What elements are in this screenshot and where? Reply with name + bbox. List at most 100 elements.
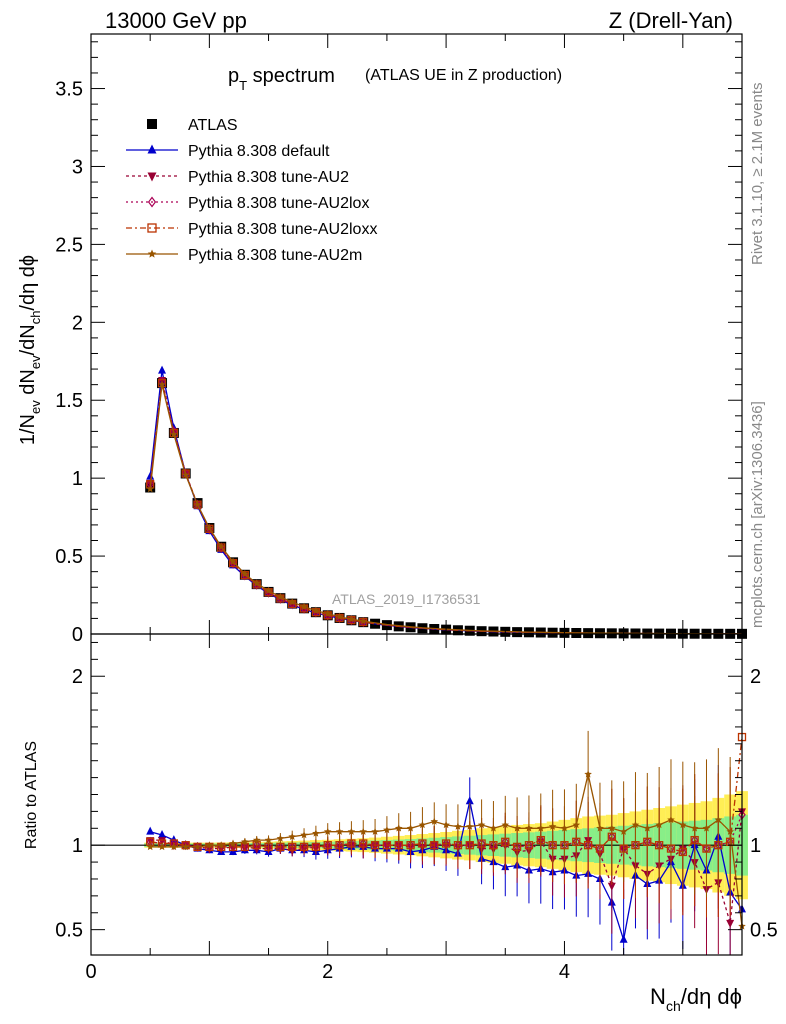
main-point (241, 570, 249, 578)
x-tick-label: 0 (85, 961, 96, 983)
main-point (146, 485, 154, 493)
ratio-y-tick-label: 1 (72, 835, 83, 857)
ratio-point (501, 820, 510, 829)
ratio-point (631, 820, 640, 829)
legend-label: Pythia 8.308 default (188, 143, 330, 160)
ratio-point (607, 882, 616, 891)
ratio-point (513, 824, 521, 832)
ratio-point (619, 827, 628, 835)
x-tick-label: 4 (559, 961, 570, 983)
ratio-point (454, 822, 462, 830)
main-point (193, 500, 202, 508)
ratio-point (300, 831, 308, 839)
ratio-series-4 (146, 730, 746, 955)
main-y-tick-label: 3.5 (55, 79, 83, 101)
legend-label: ATLAS (188, 117, 238, 134)
ratio-point (572, 820, 581, 829)
main-y-tick-label: 1 (72, 468, 83, 490)
ratio-point (702, 824, 711, 832)
main-point (181, 471, 190, 479)
x-tick-label: 2 (322, 961, 333, 983)
ratio-point (158, 830, 167, 839)
main-y-axis-label: 1/Nev dNev/dNch/dη dϕ (17, 255, 43, 445)
ratio-point (667, 815, 675, 824)
ratio-point (726, 919, 735, 928)
ratio-point (619, 934, 628, 943)
ratio-point (596, 824, 604, 832)
plot-title-note: (ATLAS UE in Z production) (365, 67, 562, 84)
analysis-watermark: ATLAS_2019_I1736531 (332, 591, 481, 607)
ratio-point (394, 824, 403, 832)
legend-marker (147, 172, 157, 182)
ratio-point (241, 837, 249, 845)
header-left-label: 13000 GeV pp (105, 8, 247, 33)
ratio-point (323, 827, 332, 835)
main-point (252, 579, 261, 587)
ratio-point (288, 832, 296, 840)
ratio-point (584, 770, 592, 778)
main-y-tick-label: 0 (72, 624, 83, 646)
main-point (288, 598, 296, 606)
main-point (181, 469, 190, 478)
ratio-point (430, 817, 439, 825)
legend-marker (147, 196, 157, 208)
ratio-point (146, 842, 154, 851)
ratio-y-tick-label-right: 2 (750, 666, 761, 688)
main-point (300, 602, 308, 610)
main-point (158, 380, 166, 388)
ratio-y-tick-label: 0.5 (55, 920, 83, 942)
ratio-point (205, 841, 214, 849)
main-point (158, 365, 167, 374)
ratio-point (383, 826, 391, 834)
ratio-point (655, 820, 663, 829)
ratio-point (335, 841, 344, 850)
main-point (146, 471, 155, 480)
main-y-tick-label: 2 (72, 312, 83, 334)
ratio-point (359, 827, 367, 835)
ratio-point (371, 827, 379, 835)
ratio-point (679, 820, 687, 829)
ratio-point (643, 824, 652, 832)
legend-entry: Pythia 8.308 tune-AU2 (126, 169, 349, 186)
ratio-point (170, 842, 178, 851)
main-point (217, 545, 226, 554)
ratio-point (406, 824, 415, 832)
ratio-point (418, 820, 427, 829)
rivet-label: Rivet 3.1.10, ≥ 2.1M events (749, 83, 766, 266)
legend-marker (147, 223, 157, 233)
main-y-tick-label: 2.5 (55, 234, 83, 256)
legend-entry: Pythia 8.308 default (126, 143, 330, 160)
axes: 00.511.522.533.50.5 0.51 12 20 2 4 (55, 33, 778, 983)
ratio-point (537, 824, 545, 832)
legend-marker (147, 119, 157, 129)
ratio-point (466, 822, 474, 830)
ratio-point (288, 842, 297, 852)
main-point (347, 615, 356, 623)
ratio-y-tick-label-right: 1 (750, 835, 761, 857)
ratio-frame (90, 633, 743, 956)
main-point (217, 542, 225, 550)
ratio-point (347, 827, 356, 835)
main-point (276, 592, 285, 601)
ratio-point (465, 796, 474, 805)
ratio-point (217, 841, 225, 849)
mcplots-label: mcplots.cern.ch [arXiv:1306.3436] (749, 401, 766, 628)
ratio-y-tick-label: 2 (72, 666, 83, 688)
main-y-tick-label: 0.5 (55, 546, 83, 568)
legend-entry: Pythia 8.308 tune-AU2m (126, 247, 362, 264)
legend: ATLAS Pythia 8.308 default Pythia 8.308 tu… (126, 117, 377, 264)
ratio-point (312, 829, 320, 837)
main-point (205, 524, 214, 532)
legend-marker (147, 144, 157, 154)
ratio-point (252, 836, 261, 844)
ratio-y-tick-label-right: 0.5 (750, 920, 778, 942)
ratio-point (229, 839, 237, 847)
ratio-point (264, 836, 273, 844)
ratio-point (726, 827, 734, 835)
main-y-tick-label: 1.5 (55, 390, 83, 412)
legend-label: Pythia 8.308 tune-AU2lox (188, 195, 369, 212)
series-layer (145, 365, 747, 955)
ratio-point (193, 842, 202, 851)
main-point (170, 430, 178, 438)
